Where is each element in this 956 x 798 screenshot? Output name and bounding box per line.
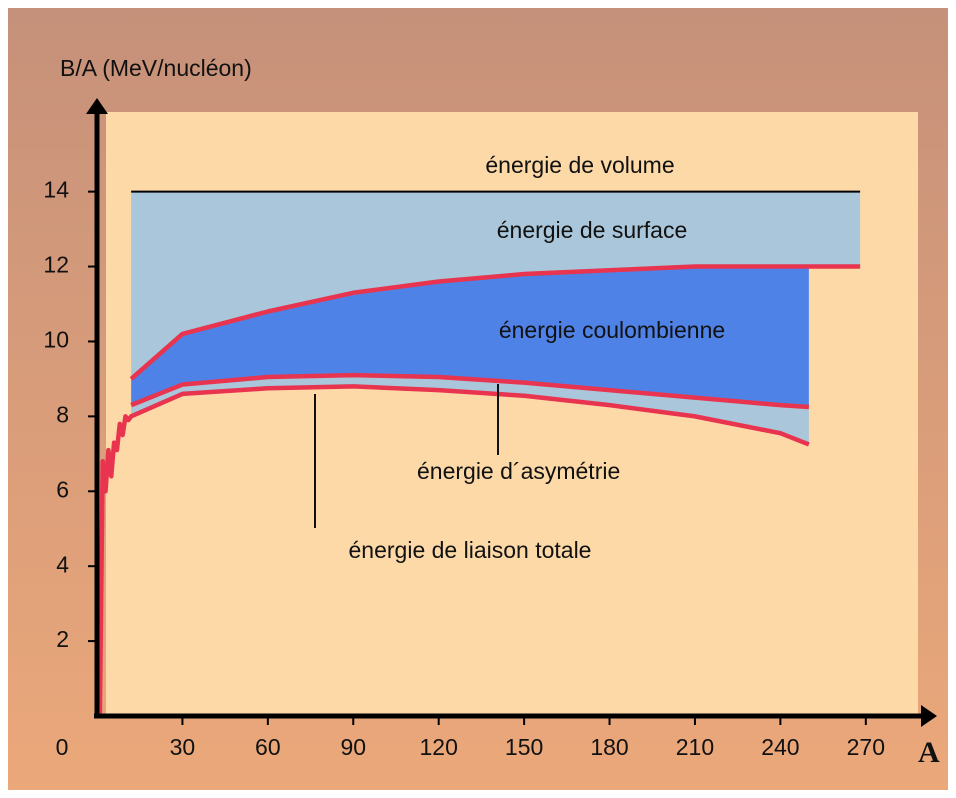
x-tick-label: 180: [590, 734, 628, 760]
x-tick-label: 0: [56, 734, 69, 760]
band-fill: [131, 375, 809, 445]
x-tick-label: 240: [761, 734, 799, 760]
x-tick-label: 60: [255, 734, 281, 760]
annotation: énergie d´asymétrie: [417, 458, 620, 484]
x-tick-label: 30: [170, 734, 196, 760]
y-tick-label: 2: [56, 626, 69, 652]
series-label: énergie de liaison totale: [349, 537, 592, 563]
x-tick-label: 210: [676, 734, 714, 760]
band-fill: [131, 191, 861, 379]
y-tick-label: 12: [43, 252, 69, 278]
y-axis-label: B/A (MeV/nucléon): [60, 55, 252, 81]
series-line: [130, 372, 810, 410]
series-label: énergie de volume: [485, 152, 674, 178]
series-line: [97, 384, 810, 717]
series-line: [129, 264, 861, 381]
y-tick-label: 14: [43, 177, 69, 203]
x-tick-label: 120: [420, 734, 458, 760]
x-tick-label: 270: [847, 734, 885, 760]
x-tick-label: 90: [340, 734, 366, 760]
series-label: énergie de surface: [497, 217, 688, 243]
y-tick-label: 4: [56, 551, 69, 577]
series-label: énergie coulombienne: [499, 317, 725, 343]
band-fill: [131, 266, 809, 407]
x-axis-label: A: [918, 736, 940, 769]
y-axis-arrow: [86, 98, 108, 114]
x-tick-label: 150: [505, 734, 543, 760]
y-tick-label: 10: [43, 327, 69, 353]
x-axis-arrow: [921, 705, 937, 727]
y-tick-label: 6: [56, 476, 69, 502]
y-tick-label: 8: [56, 401, 69, 427]
